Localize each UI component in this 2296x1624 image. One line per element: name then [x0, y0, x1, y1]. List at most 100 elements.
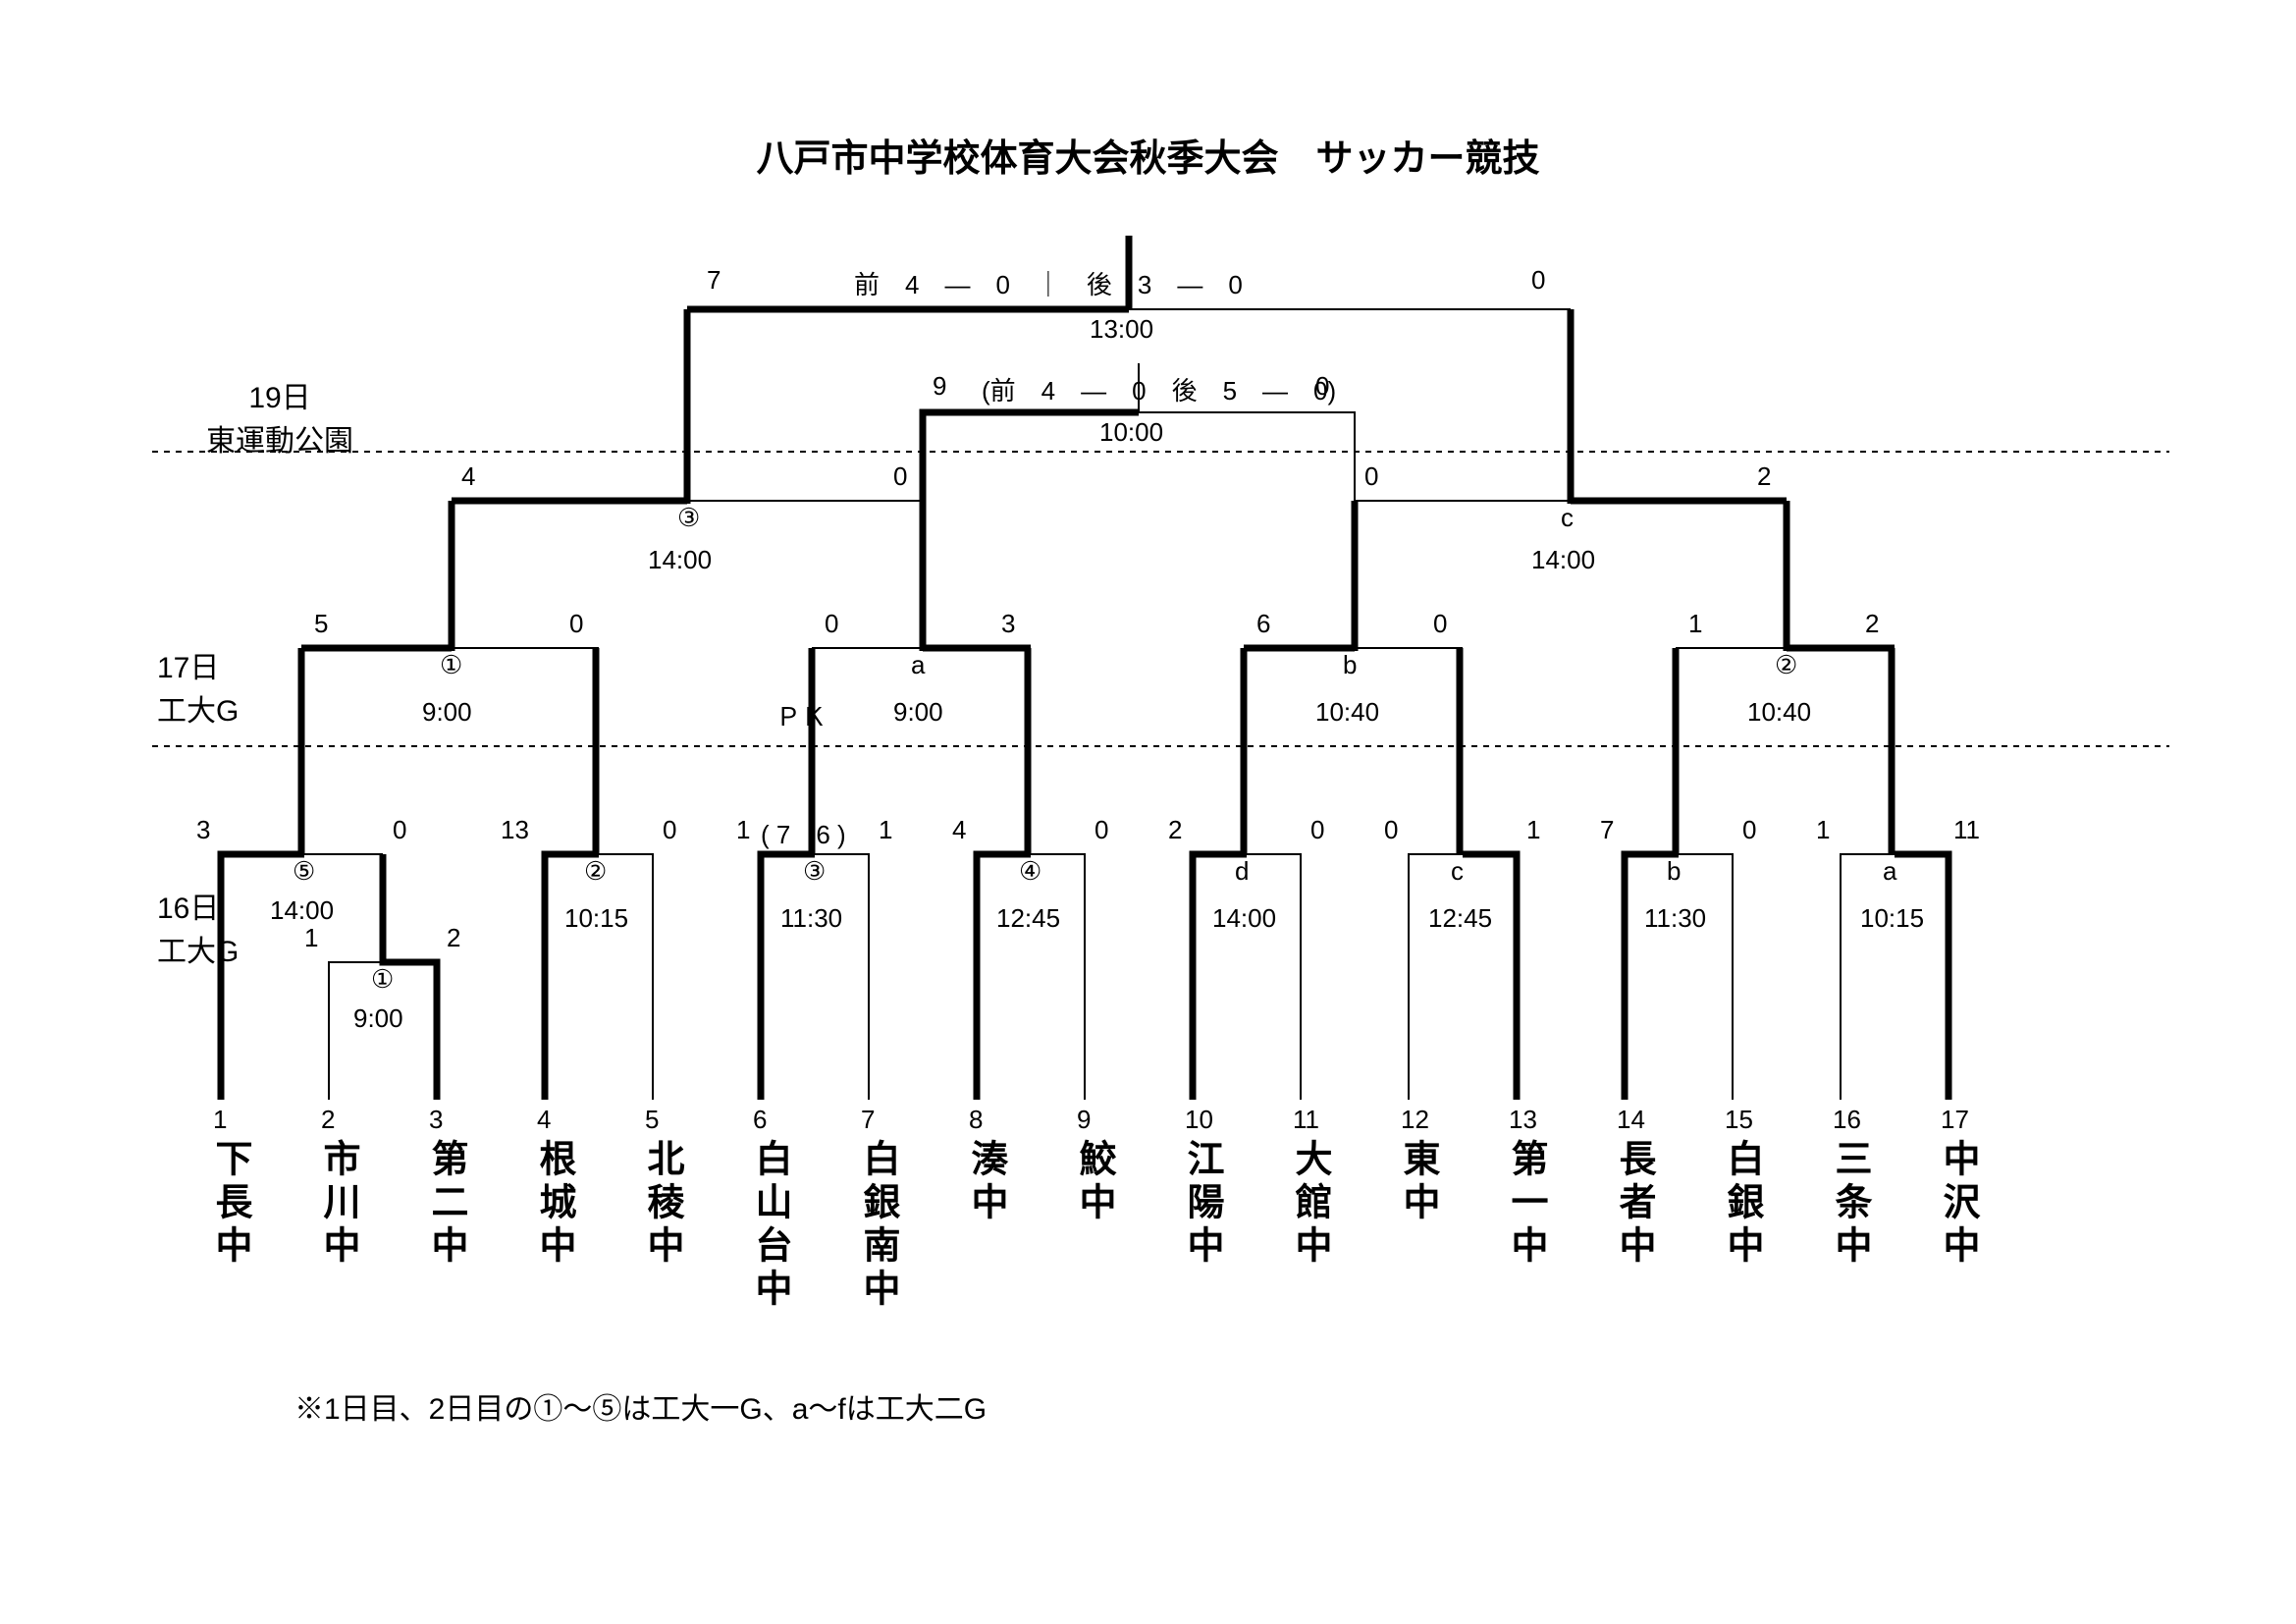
team-seed: 2 [321, 1105, 335, 1135]
ma-time: 10:15 [1860, 903, 1924, 934]
ma-score-l: 1 [1816, 815, 1830, 845]
team-name: 鮫中 [1067, 1139, 1121, 1375]
mc-label: c [1451, 856, 1464, 887]
m04-score-r: 0 [1095, 815, 1108, 845]
team-seed: 6 [753, 1105, 767, 1135]
team-name: 北稜中 [635, 1139, 689, 1375]
qf4-score-r: 2 [1865, 609, 1879, 639]
ma-score-r: 11 [1953, 815, 1980, 845]
team-seed: 7 [861, 1105, 875, 1135]
mc-score-r: 1 [1526, 815, 1540, 845]
team-name: 白銀南中 [851, 1139, 905, 1375]
m05-score-r: 0 [393, 815, 406, 845]
footnote: ※1日目、2日目の①～⑤は工大一G、a～fは工大二G [294, 1384, 987, 1428]
m03-label: ③ [803, 856, 826, 887]
final-score-r: 0 [1531, 265, 1545, 296]
team-name: 根城中 [527, 1139, 581, 1375]
team-name: 大館中 [1283, 1139, 1337, 1375]
team-name: 白山台中 [743, 1139, 797, 1375]
qf3-label: b [1343, 650, 1357, 680]
sfr-score-r: 2 [1757, 461, 1771, 492]
third-score-r: 0 [1315, 371, 1329, 402]
team-name: 下長中 [203, 1139, 257, 1375]
sfl-label: ③ [677, 503, 700, 533]
team-name: 第一中 [1499, 1139, 1553, 1375]
m03-pk: ( 7 6 ) [761, 815, 846, 851]
mb-label: b [1667, 856, 1681, 887]
qf4-score-l: 1 [1688, 609, 1702, 639]
m02-label: ② [584, 856, 607, 887]
qf2-time: 9:00 [893, 697, 943, 728]
sfr-time: 14:00 [1531, 545, 1595, 575]
team-name: 長者中 [1607, 1139, 1661, 1375]
teams-row: 1下長中2市川中3第二中4根城中5北稜中6白山台中7白銀南中8湊中9鮫中10江陽… [0, 1100, 2296, 1394]
mb-score-r: 0 [1742, 815, 1756, 845]
third-score-l: 9 [933, 371, 946, 402]
m03-score-r: 1 [879, 815, 892, 845]
qf2-label: a [911, 650, 925, 680]
m01-score-l: 1 [304, 923, 318, 953]
mb-score-l: 7 [1600, 815, 1614, 845]
mb-time: 11:30 [1644, 903, 1706, 934]
m04-label: ④ [1019, 856, 1041, 887]
m05-score-l: 3 [196, 815, 210, 845]
qf2-score-l: 0 [825, 609, 838, 639]
qf2-pk: ＰＫ [775, 697, 827, 733]
team-seed: 17 [1941, 1105, 1969, 1135]
md-score-l: 2 [1168, 815, 1182, 845]
team-name: 白銀中 [1715, 1139, 1769, 1375]
qf1-time: 9:00 [422, 697, 472, 728]
third-half: (前 4 ― 0 後 5 ― 0) [982, 371, 1336, 407]
qf1 [301, 501, 599, 651]
qf1-label: ① [440, 650, 462, 680]
m01-label: ① [371, 964, 394, 995]
team-seed: 3 [429, 1105, 443, 1135]
team-seed: 13 [1509, 1105, 1537, 1135]
m01-time: 9:00 [353, 1003, 403, 1034]
team-seed: 14 [1617, 1105, 1645, 1135]
m02-score-r: 0 [663, 815, 676, 845]
mc-score-l: 0 [1384, 815, 1398, 845]
team-seed: 9 [1077, 1105, 1091, 1135]
team-seed: 4 [537, 1105, 551, 1135]
qf3-score-l: 6 [1256, 609, 1270, 639]
team-name: 中沢中 [1931, 1139, 1985, 1375]
m02-score-l: 13 [501, 815, 529, 845]
qf4 [1676, 501, 1895, 651]
sfr-label: c [1561, 503, 1574, 533]
sfl-score-l: 4 [461, 461, 475, 492]
team-name: 江陽中 [1175, 1139, 1229, 1375]
team-name: 東中 [1391, 1139, 1445, 1375]
team-seed: 11 [1293, 1105, 1319, 1135]
sfl-score-r: 0 [893, 461, 907, 492]
final-score-l: 7 [707, 265, 721, 296]
m03-score-l: 1 [736, 815, 750, 845]
team-name: 市川中 [311, 1139, 365, 1375]
m04-time: 12:45 [996, 903, 1060, 934]
final-time: 13:00 [1090, 314, 1153, 345]
qf3-score-r: 0 [1433, 609, 1447, 639]
sf-r [1355, 309, 1787, 504]
team-seed: 1 [213, 1105, 227, 1135]
qf4-label: ② [1775, 650, 1797, 680]
page: 八戸市中学校体育大会秋季大会 サッカー競技 19日 東運動公園 17日 工大G … [0, 0, 2296, 1624]
m05-label: ⑤ [293, 856, 315, 887]
m04-score-l: 4 [952, 815, 966, 845]
team-name: 三条中 [1823, 1139, 1877, 1375]
mc-time: 12:45 [1428, 903, 1492, 934]
team-seed: 16 [1833, 1105, 1861, 1135]
team-seed: 10 [1185, 1105, 1213, 1135]
qf2 [812, 501, 1031, 651]
md-label: d [1235, 856, 1249, 887]
team-seed: 15 [1725, 1105, 1753, 1135]
qf4-time: 10:40 [1747, 697, 1811, 728]
m01-score-r: 2 [447, 923, 460, 953]
team-seed: 5 [645, 1105, 659, 1135]
m03-time: 11:30 [780, 903, 842, 934]
qf1-score-l: 5 [314, 609, 328, 639]
qf3 [1244, 501, 1463, 651]
m02-time: 10:15 [564, 903, 628, 934]
m05-time: 14:00 [270, 895, 334, 926]
qf2-score-r: 3 [1001, 609, 1015, 639]
md-score-r: 0 [1310, 815, 1324, 845]
